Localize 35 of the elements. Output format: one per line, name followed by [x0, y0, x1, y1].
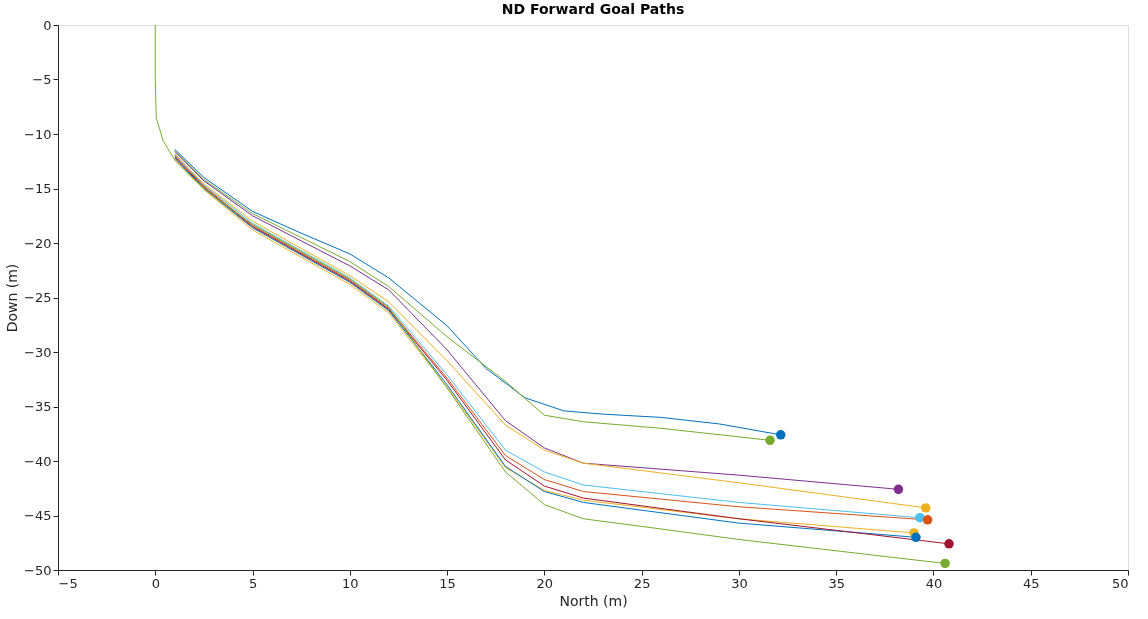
y-tick-label: −20: [24, 235, 52, 251]
x-tick-label: 50: [1111, 575, 1129, 591]
y-tick-label: −10: [24, 126, 52, 142]
chart-title: ND Forward Goal Paths: [501, 1, 685, 17]
y-tick-label: −40: [24, 453, 52, 469]
x-tick-label: 5: [248, 575, 258, 591]
point: [920, 503, 931, 513]
y-tick-label: −15: [24, 181, 52, 196]
y-tick-label: −25: [24, 290, 52, 305]
x-tick-label: 20: [536, 575, 554, 591]
point: [775, 430, 786, 440]
y-tick-label: −45: [24, 508, 52, 523]
x-tick-label: 45: [1022, 575, 1040, 591]
y-tick-label: 0: [43, 17, 52, 33]
point: [765, 435, 775, 446]
x-tick-label: 35: [828, 575, 845, 591]
y-tick-label: −30: [24, 344, 52, 360]
point: [940, 558, 950, 569]
x-axis-title: North (m): [559, 592, 628, 609]
x-tick-label: 25: [633, 575, 651, 591]
y-tick-label: −35: [24, 399, 52, 414]
point: [922, 515, 933, 525]
point: [911, 532, 921, 543]
x-tick-label: 0: [151, 575, 160, 591]
x-tick-label: 30: [731, 575, 748, 591]
x-tick-label: −5: [58, 575, 78, 591]
x-tick-label: 15: [439, 575, 456, 591]
x-tick-label: 10: [342, 575, 359, 591]
point: [944, 539, 954, 549]
point: [915, 512, 925, 523]
x-tick-label: 40: [925, 575, 943, 591]
y-tick-label: −5: [32, 72, 52, 87]
y-tick-label: −50: [24, 562, 52, 578]
y-axis-title: Down (m): [4, 263, 21, 333]
point: [893, 484, 904, 495]
